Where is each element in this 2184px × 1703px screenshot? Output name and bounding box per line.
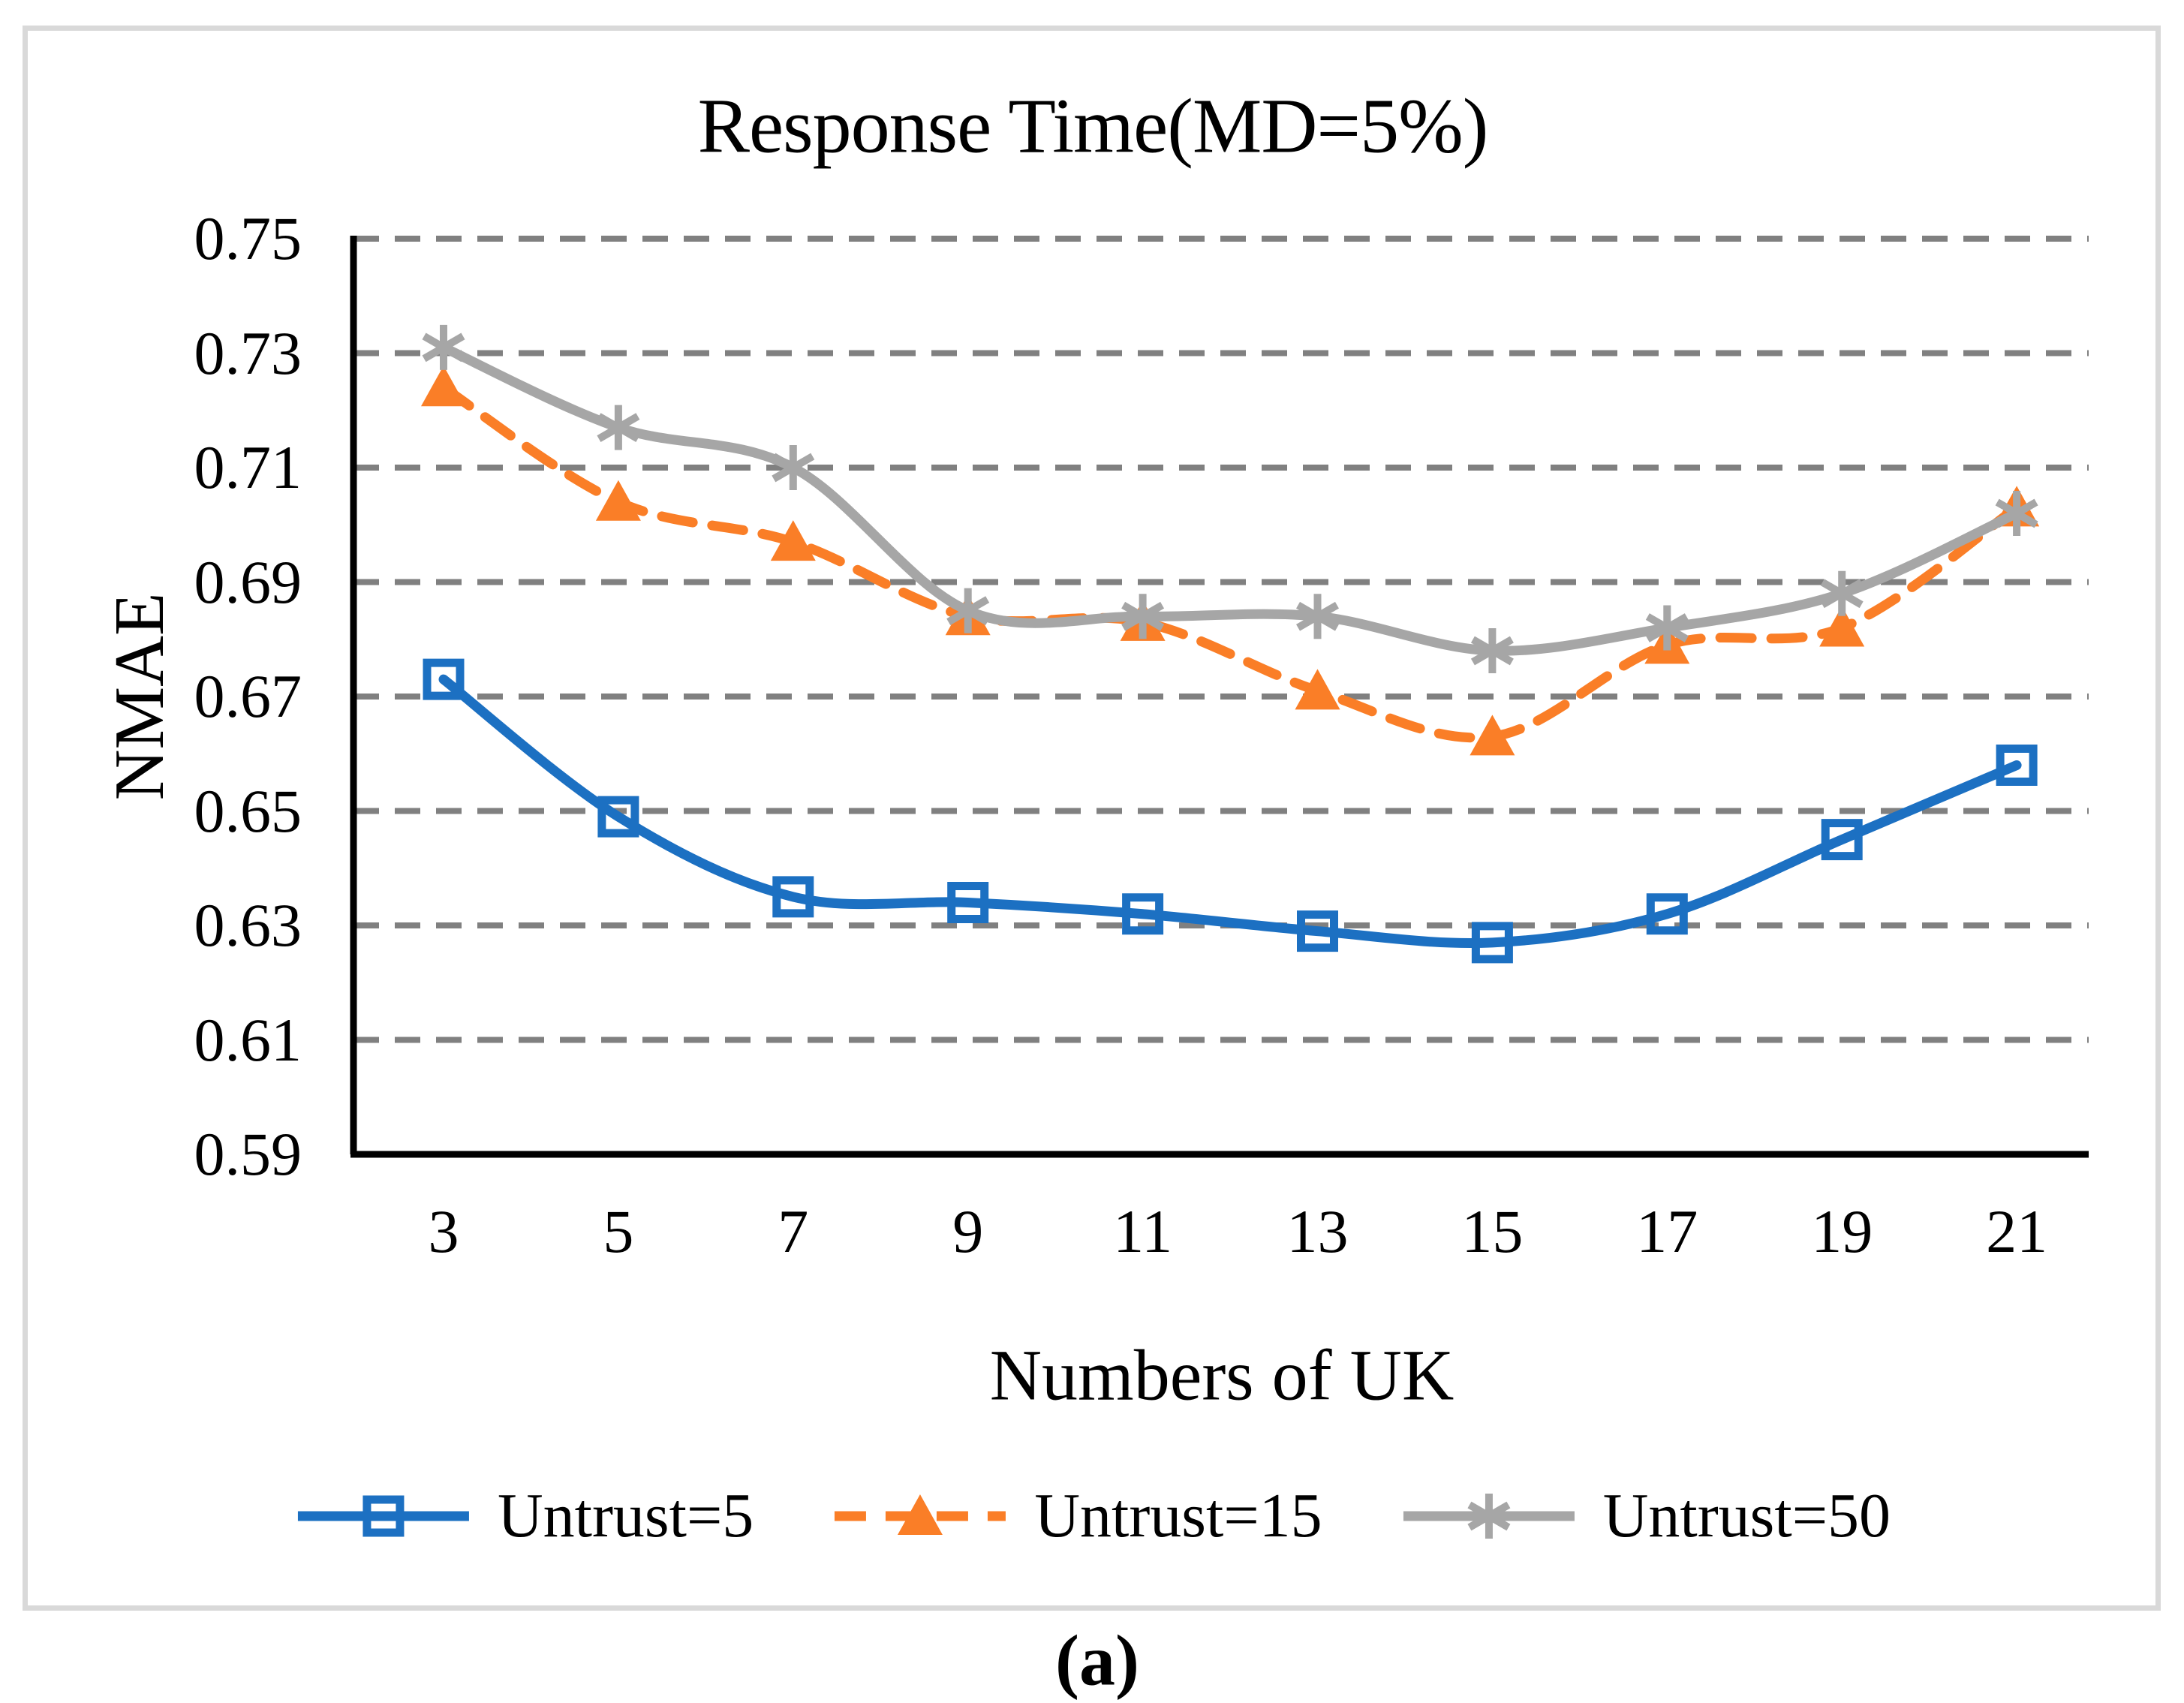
- marker-asterisk: [1121, 594, 1165, 639]
- series-path-untrust-50: [438, 342, 2022, 656]
- x-tick-label: 17: [1636, 1197, 1698, 1265]
- asterisk-spoke: [422, 332, 465, 363]
- marker-open-square: [423, 658, 465, 700]
- x-tick-label: 5: [603, 1197, 634, 1265]
- marker-open-square: [362, 1495, 405, 1537]
- legend: Untrust=5 Untrust=15 Untrust=50: [295, 1479, 1891, 1554]
- marker-asterisk: [1296, 594, 1339, 639]
- marker-asterisk: [1820, 570, 1864, 616]
- marker-filled-triangle: [595, 480, 641, 521]
- marker-open-square: [947, 882, 989, 923]
- marker-open-square: [772, 876, 814, 918]
- series-path-untrust-5: [438, 674, 2022, 949]
- y-tick-label: 0.63: [194, 891, 302, 959]
- asterisk-spoke: [1121, 601, 1165, 631]
- marker-asterisk: [1467, 1494, 1511, 1539]
- marker-filled-triangle: [770, 520, 816, 561]
- marker-asterisk: [1995, 491, 2038, 536]
- x-tick-label: 19: [1811, 1197, 1873, 1265]
- marker-open-square: [597, 796, 639, 838]
- asterisk-spoke: [946, 596, 990, 625]
- y-tick-label: 0.61: [194, 1005, 302, 1074]
- x-tick-label: 21: [1986, 1197, 2048, 1265]
- figure-frame: [23, 26, 2161, 1611]
- legend-label: Untrust=5: [497, 1481, 754, 1551]
- x-tick-label: 11: [1113, 1197, 1173, 1265]
- x-tick-label: 13: [1286, 1197, 1349, 1265]
- legend-item-untrust-15: Untrust=15: [832, 1479, 1322, 1554]
- marker-open-square: [1122, 893, 1164, 935]
- asterisk-spoke: [772, 453, 815, 483]
- y-tick-label: 0.67: [194, 662, 302, 730]
- asterisk-spoke: [1296, 601, 1339, 631]
- marker-asterisk: [1645, 605, 1689, 651]
- y-tick-label: 0.59: [194, 1120, 302, 1188]
- series-markers-untrust-5: [423, 658, 2038, 964]
- asterisk-spoke: [1995, 498, 2038, 528]
- marker-open-square: [1297, 910, 1338, 952]
- marker-asterisk: [1470, 628, 1514, 673]
- x-tick-label: 7: [778, 1197, 809, 1265]
- marker-asterisk: [772, 445, 815, 490]
- marker-asterisk: [946, 588, 990, 633]
- marker-filled-triangle: [898, 1494, 943, 1535]
- x-tick-label: 3: [428, 1197, 459, 1265]
- x-axis-title: Numbers of UK: [989, 1334, 1454, 1416]
- figure-caption: (a): [1055, 1620, 1139, 1701]
- series-path-untrust-15: [438, 382, 2022, 743]
- y-tick-label: 0.75: [194, 204, 302, 272]
- marker-open-square: [1821, 819, 1863, 861]
- marker-asterisk: [422, 324, 465, 370]
- marker-filled-triangle: [1819, 606, 1865, 647]
- marker-filled-triangle: [421, 366, 466, 407]
- marker-open-square: [1471, 922, 1513, 964]
- y-tick-label: 0.69: [194, 547, 302, 616]
- marker-filled-triangle: [1470, 715, 1515, 756]
- marker-filled-triangle: [1295, 669, 1340, 710]
- marker-open-square: [1996, 745, 2038, 786]
- series-markers-untrust-50: [422, 324, 2038, 673]
- legend-swatch-untrust-5: [297, 1495, 469, 1537]
- legend-label: Untrust=50: [1602, 1481, 1891, 1551]
- marker-asterisk: [597, 405, 640, 450]
- legend-item-untrust-5: Untrust=5: [295, 1479, 754, 1554]
- x-tick-label: 15: [1461, 1197, 1524, 1265]
- x-tick-label: 9: [952, 1197, 984, 1265]
- asterisk-spoke: [1820, 579, 1864, 609]
- legend-swatch-untrust-15: [835, 1494, 1006, 1535]
- asterisk-spoke: [1645, 613, 1689, 642]
- chart-title: Response Time(MD=5%): [697, 83, 1489, 170]
- legend-swatch-untrust-50: [1403, 1494, 1575, 1539]
- y-tick-label: 0.71: [194, 433, 302, 501]
- legend-item-untrust-50: Untrust=50: [1400, 1479, 1891, 1554]
- y-tick-label: 0.65: [194, 776, 302, 845]
- asterisk-spoke: [1467, 1501, 1511, 1531]
- marker-open-square: [1646, 893, 1688, 935]
- asterisk-spoke: [597, 413, 640, 442]
- y-tick-label: 0.73: [194, 318, 302, 387]
- legend-label: Untrust=15: [1034, 1481, 1322, 1551]
- asterisk-spoke: [1470, 636, 1514, 666]
